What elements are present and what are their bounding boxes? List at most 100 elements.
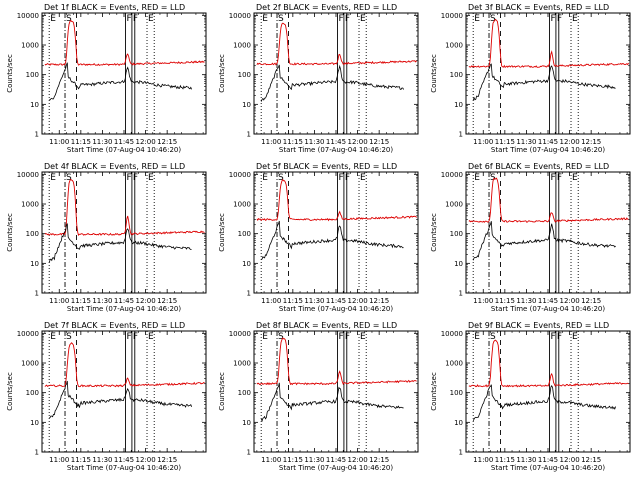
y-tick-label: 10000 — [441, 330, 463, 338]
event-marker-label: E — [572, 332, 578, 342]
y-tick-label: 1000 — [233, 360, 251, 368]
x-axis-label: Start Time (07-Aug-04 10:46:20) — [279, 305, 393, 313]
plot-frame — [253, 171, 419, 294]
plot-frame — [465, 171, 631, 294]
x-tick-label: 11:00 — [49, 138, 69, 146]
x-tick-label: 12:15 — [581, 138, 601, 146]
event-marker-label: S — [490, 332, 496, 342]
x-tick-label: 11:30 — [304, 456, 324, 464]
event-marker-label: F — [126, 332, 131, 342]
y-tick-label: 10 — [30, 260, 39, 268]
event-marker-label: E — [148, 173, 154, 183]
panel-title: Det 1f BLACK = Events, RED = LLD — [44, 3, 185, 12]
x-tick-label: 12:00 — [559, 297, 579, 305]
plot-frame — [41, 330, 207, 453]
x-tick-label: 12:00 — [135, 297, 155, 305]
x-axis-label: Start Time (07-Aug-04 10:46:20) — [67, 146, 181, 154]
x-tick-label: 11:45 — [538, 138, 558, 146]
event-marker-label: S — [278, 332, 284, 342]
y-tick-label: 10 — [30, 419, 39, 427]
event-marker-label: E — [50, 173, 56, 183]
y-tick-label: 100 — [450, 389, 463, 397]
events-series-line — [472, 63, 616, 101]
y-tick-label: 10000 — [229, 171, 251, 179]
x-tick-label: 12:15 — [369, 138, 389, 146]
x-tick-label: 11:00 — [473, 456, 493, 464]
x-tick-label: 11:30 — [516, 456, 536, 464]
x-tick-label: 11:45 — [538, 456, 558, 464]
y-tick-label: 10 — [454, 260, 463, 268]
x-tick-label: 12:00 — [347, 456, 367, 464]
trace-group — [256, 337, 417, 423]
event-marker-label: E — [148, 332, 154, 342]
y-tick-label: 10000 — [229, 330, 251, 338]
y-tick-label: 10 — [454, 419, 463, 427]
y-tick-label: 1 — [459, 290, 463, 298]
y-tick-label: 100 — [238, 71, 251, 79]
y-tick-label: 1 — [35, 131, 39, 139]
detector-panel: Det 2f BLACK = Events, RED = LLD 1 10 100 10… — [218, 3, 419, 154]
x-tick-label: 12:15 — [157, 138, 177, 146]
event-marker-label: S — [66, 14, 72, 24]
event-marker-label: E — [572, 14, 578, 24]
events-series-line — [49, 62, 192, 101]
trace-group — [44, 178, 205, 263]
x-tick-label: 11:15 — [71, 297, 91, 305]
y-tick-label: 10 — [242, 260, 251, 268]
event-marker-label: S — [490, 173, 496, 183]
y-tick-label: 100 — [238, 389, 251, 397]
y-axis-label: Counts/sec — [430, 213, 438, 252]
detector-panel: Det 1f BLACK = Events, RED = LLD 1 10 100 10… — [6, 3, 207, 154]
detector-panel: Det 8f BLACK = Events, RED = LLD 1 10 100 10… — [218, 321, 419, 472]
y-axis-label: Counts/sec — [6, 372, 14, 411]
event-marker-label: E — [262, 14, 268, 24]
event-marker-label: F — [345, 332, 350, 342]
x-tick-label: 11:45 — [114, 297, 134, 305]
x-tick-label: 12:15 — [581, 297, 601, 305]
lld-series-line — [44, 342, 205, 388]
event-marker-label: F — [550, 173, 555, 183]
y-tick-label: 1 — [247, 290, 251, 298]
y-tick-label: 100 — [238, 230, 251, 238]
event-marker-label: F — [338, 14, 343, 24]
y-tick-label: 10000 — [17, 12, 39, 20]
y-tick-label: 100 — [26, 389, 39, 397]
x-tick-label: 12:15 — [581, 456, 601, 464]
x-tick-label: 11:15 — [283, 297, 303, 305]
x-tick-label: 12:00 — [347, 297, 367, 305]
trace-group — [256, 22, 417, 102]
y-tick-label: 1 — [459, 449, 463, 457]
y-axis-label: Counts/sec — [218, 54, 226, 93]
x-tick-label: 12:00 — [135, 138, 155, 146]
x-tick-label: 11:15 — [283, 456, 303, 464]
lld-series-line — [256, 178, 417, 222]
trace-group — [468, 18, 629, 101]
event-marker-label: E — [572, 173, 578, 183]
event-marker-label: S — [66, 332, 72, 342]
event-marker-label: F — [126, 173, 131, 183]
detector-panel: Det 5f BLACK = Events, RED = LLD 1 10 100 10… — [218, 162, 419, 313]
y-tick-label: 1 — [247, 131, 251, 139]
event-marker-label: S — [278, 14, 284, 24]
x-axis-label: Start Time (07-Aug-04 10:46:20) — [491, 146, 605, 154]
y-tick-label: 1000 — [21, 42, 39, 50]
event-marker-label: F — [126, 14, 131, 24]
y-tick-label: 10 — [242, 101, 251, 109]
event-marker-label: F — [345, 14, 350, 24]
x-tick-label: 11:00 — [473, 138, 493, 146]
y-tick-label: 100 — [450, 230, 463, 238]
x-tick-label: 12:15 — [369, 456, 389, 464]
y-axis-label: Counts/sec — [218, 372, 226, 411]
event-marker-label: S — [66, 173, 72, 183]
x-tick-label: 12:15 — [369, 297, 389, 305]
x-tick-label: 11:15 — [71, 138, 91, 146]
x-tick-label: 11:15 — [495, 297, 515, 305]
x-tick-label: 12:00 — [559, 456, 579, 464]
lld-series-line — [468, 18, 629, 68]
plot-frame — [253, 12, 419, 135]
y-tick-label: 10000 — [441, 12, 463, 20]
event-marker-label: E — [360, 332, 366, 342]
x-tick-label: 11:30 — [92, 456, 112, 464]
x-tick-label: 11:45 — [326, 138, 346, 146]
